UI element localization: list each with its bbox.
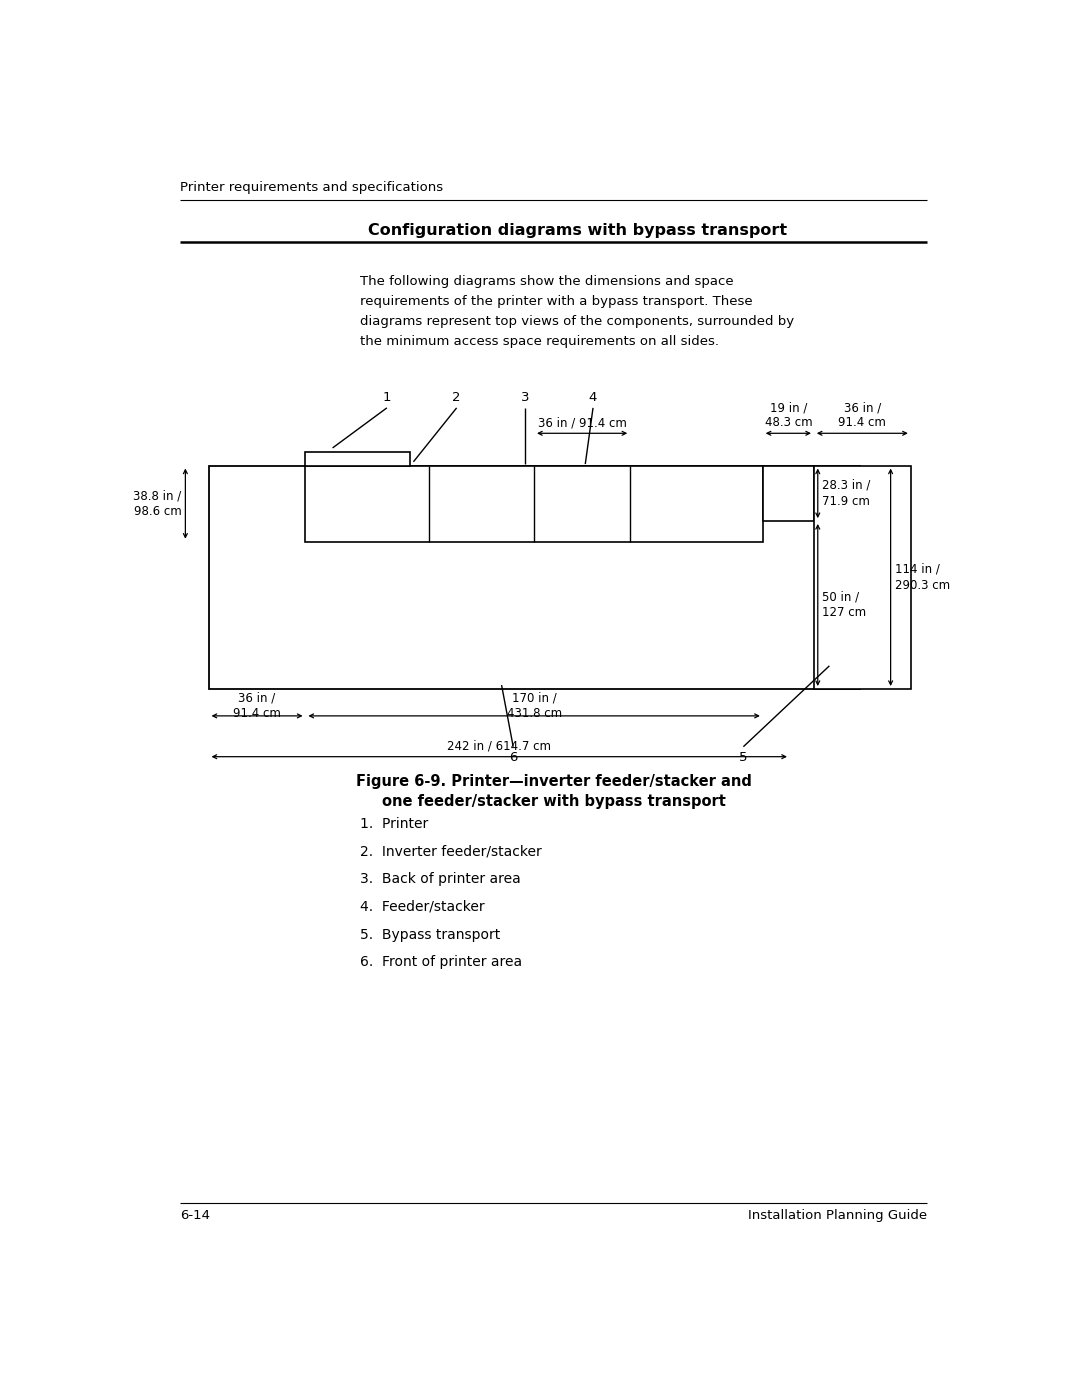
Text: 36 in /
91.4 cm: 36 in / 91.4 cm: [233, 692, 281, 719]
Text: the minimum access space requirements on all sides.: the minimum access space requirements on…: [360, 335, 719, 348]
Text: 6.  Front of printer area: 6. Front of printer area: [360, 956, 522, 970]
Text: 36 in / 91.4 cm: 36 in / 91.4 cm: [538, 416, 626, 429]
Text: diagrams represent top views of the components, surrounded by: diagrams represent top views of the comp…: [360, 314, 794, 328]
Text: one feeder/stacker with bypass transport: one feeder/stacker with bypass transport: [381, 793, 726, 809]
Text: 1: 1: [382, 391, 391, 404]
Text: 3.  Back of printer area: 3. Back of printer area: [360, 872, 521, 886]
Text: 28.3 in /
71.9 cm: 28.3 in / 71.9 cm: [822, 479, 870, 509]
Text: 36 in /
91.4 cm: 36 in / 91.4 cm: [838, 401, 887, 429]
Text: 5.  Bypass transport: 5. Bypass transport: [360, 928, 500, 942]
Bar: [814, 465, 910, 689]
Text: requirements of the printer with a bypass transport. These: requirements of the printer with a bypas…: [360, 295, 753, 307]
Bar: [306, 465, 762, 542]
Text: Configuration diagrams with bypass transport: Configuration diagrams with bypass trans…: [367, 224, 786, 239]
Text: 38.8 in /
98.6 cm: 38.8 in / 98.6 cm: [133, 489, 181, 518]
Text: 1.  Printer: 1. Printer: [360, 817, 428, 831]
Bar: [306, 451, 410, 465]
Text: Installation Planning Guide: Installation Planning Guide: [748, 1210, 927, 1222]
Text: 6: 6: [509, 750, 517, 764]
Text: 242 in / 614.7 cm: 242 in / 614.7 cm: [447, 740, 551, 753]
Text: 19 in /
48.3 cm: 19 in / 48.3 cm: [765, 401, 812, 429]
Text: 6-14: 6-14: [180, 1210, 210, 1222]
Bar: [208, 465, 860, 689]
Text: 50 in /
127 cm: 50 in / 127 cm: [822, 591, 866, 619]
Text: 114 in /
290.3 cm: 114 in / 290.3 cm: [895, 563, 950, 592]
Text: The following diagrams show the dimensions and space: The following diagrams show the dimensio…: [360, 275, 733, 288]
Text: 2: 2: [453, 391, 461, 404]
Text: Printer requirements and specifications: Printer requirements and specifications: [180, 180, 443, 194]
Text: 4: 4: [589, 391, 597, 404]
Text: 4.  Feeder/stacker: 4. Feeder/stacker: [360, 900, 484, 914]
Text: Figure 6-9. Printer—inverter feeder/stacker and: Figure 6-9. Printer—inverter feeder/stac…: [355, 774, 752, 789]
Text: 170 in /
431.8 cm: 170 in / 431.8 cm: [507, 692, 562, 719]
Text: 2.  Inverter feeder/stacker: 2. Inverter feeder/stacker: [360, 844, 541, 859]
Text: 3: 3: [521, 391, 529, 404]
Text: 5: 5: [739, 750, 747, 764]
Bar: [762, 465, 814, 521]
